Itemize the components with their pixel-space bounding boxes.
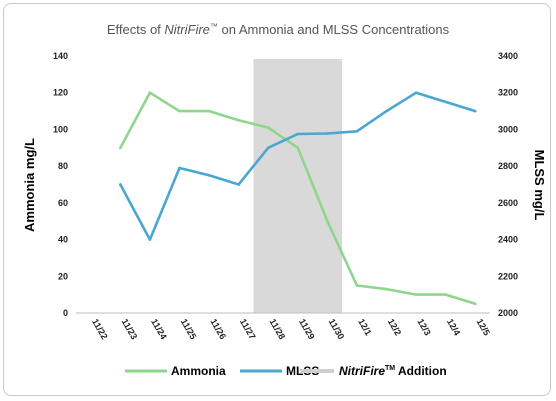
data-point-ammonia xyxy=(326,219,329,223)
data-point-mlss xyxy=(119,183,122,186)
data-point-mlss xyxy=(296,132,300,136)
right-tick-label: 2000 xyxy=(498,308,518,318)
x-tick-label: 12/4 xyxy=(445,317,462,337)
data-point-ammonia xyxy=(444,293,447,296)
left-tick-label: 120 xyxy=(53,88,68,98)
x-tick-label: 11/24 xyxy=(149,317,169,341)
x-tick-label: 11/28 xyxy=(267,317,287,341)
data-point-ammonia xyxy=(237,118,240,122)
right-axis-title: MLSS mg/L xyxy=(532,150,547,221)
legend: Ammonia MLSS NitriFireTM Addition xyxy=(125,364,447,378)
x-tick-label: 11/22 xyxy=(90,317,110,341)
data-point-ammonia xyxy=(414,293,418,296)
left-tick-label: 60 xyxy=(58,198,68,208)
data-point-ammonia xyxy=(266,126,270,129)
title-brand: NitriFire xyxy=(164,22,210,37)
data-point-mlss xyxy=(237,183,240,186)
x-tick-label: 11/26 xyxy=(208,317,228,341)
x-tick-label: 11/30 xyxy=(327,317,347,341)
x-tick-label: 11/23 xyxy=(120,317,140,341)
data-point-ammonia xyxy=(207,109,211,113)
data-point-ammonia xyxy=(178,109,181,113)
data-point-ammonia xyxy=(385,287,388,291)
right-tick-label: 2400 xyxy=(498,235,518,245)
shade-layer xyxy=(253,59,343,313)
left-axis-title: Ammonia mg/L xyxy=(22,138,37,232)
left-tick-label: 20 xyxy=(58,271,68,281)
data-point-ammonia xyxy=(148,91,152,95)
x-tick-label: 12/3 xyxy=(415,317,432,337)
data-point-mlss xyxy=(207,174,211,177)
x-tick-label: 11/27 xyxy=(238,317,258,341)
data-point-ammonia xyxy=(119,146,122,150)
left-tick-label: 100 xyxy=(53,124,68,134)
legend-brand: NitriFire xyxy=(339,364,385,378)
legend-addition-word: Addition xyxy=(395,364,447,378)
data-point-mlss xyxy=(414,91,418,95)
data-point-mlss xyxy=(385,109,388,113)
left-tick-label: 40 xyxy=(58,235,68,245)
data-point-ammonia xyxy=(296,146,300,150)
legend-tm: TM xyxy=(385,365,395,372)
data-point-mlss xyxy=(178,166,181,170)
data-point-mlss xyxy=(444,100,447,104)
data-point-mlss xyxy=(148,238,152,241)
right-tick-label: 2800 xyxy=(498,161,518,171)
right-tick-label: 3000 xyxy=(498,124,518,134)
chart-title: Effects of NitriFire™ on Ammonia and MLS… xyxy=(107,22,450,37)
right-tick-label: 3400 xyxy=(498,51,518,61)
left-tick-label: 0 xyxy=(63,308,68,318)
data-point-mlss xyxy=(473,109,477,113)
x-tick-label: 12/2 xyxy=(386,317,403,337)
x-tick-label: 11/29 xyxy=(297,317,317,341)
data-point-ammonia xyxy=(473,302,477,306)
right-tick-label: 3200 xyxy=(498,88,518,98)
legend-addition-label: NitriFireTM Addition xyxy=(339,364,447,378)
title-part-1: Effects of xyxy=(107,22,165,37)
x-tick-label: 12/1 xyxy=(356,317,373,337)
shaded-addition-region xyxy=(253,59,343,313)
left-tick-label: 140 xyxy=(53,51,68,61)
data-point-ammonia xyxy=(355,284,359,287)
x-tick-label: 12/5 xyxy=(474,317,491,337)
title-trademark: ™ xyxy=(210,22,218,31)
legend-ammonia-label: Ammonia xyxy=(171,364,226,378)
right-tick-label: 2600 xyxy=(498,198,518,208)
x-tick-label: 11/25 xyxy=(179,317,199,341)
left-tick-label: 80 xyxy=(58,161,68,171)
title-part-3: on Ammonia and MLSS Concentrations xyxy=(218,22,450,37)
right-tick-label: 2200 xyxy=(498,271,518,281)
data-point-mlss xyxy=(355,129,359,133)
series-layer xyxy=(119,91,477,306)
data-point-mlss xyxy=(326,132,329,135)
data-point-mlss xyxy=(266,146,270,150)
